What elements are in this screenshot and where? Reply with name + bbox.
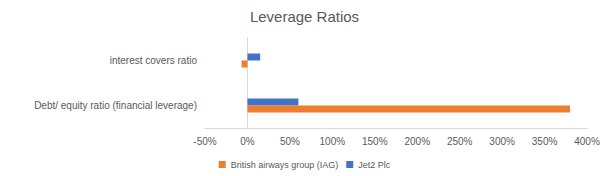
svg-text:Jet2 Plc: Jet2 Plc [358, 160, 391, 170]
svg-text:100%: 100% [320, 136, 346, 147]
svg-text:Debt/ equity ratio (financial: Debt/ equity ratio (financial leverage) [34, 100, 197, 111]
svg-text:50%: 50% [280, 136, 300, 147]
svg-text:British airways group (IAG): British airways group (IAG) [231, 160, 339, 170]
svg-text:150%: 150% [362, 136, 388, 147]
svg-text:200%: 200% [404, 136, 430, 147]
svg-text:250%: 250% [447, 136, 473, 147]
svg-text:400%: 400% [574, 136, 600, 147]
svg-text:Leverage Ratios: Leverage Ratios [250, 8, 359, 25]
svg-text:-50%: -50% [193, 136, 216, 147]
svg-text:350%: 350% [532, 136, 558, 147]
svg-text:interest covers ratio: interest covers ratio [110, 55, 198, 66]
svg-text:300%: 300% [489, 136, 515, 147]
svg-text:0%: 0% [240, 136, 255, 147]
